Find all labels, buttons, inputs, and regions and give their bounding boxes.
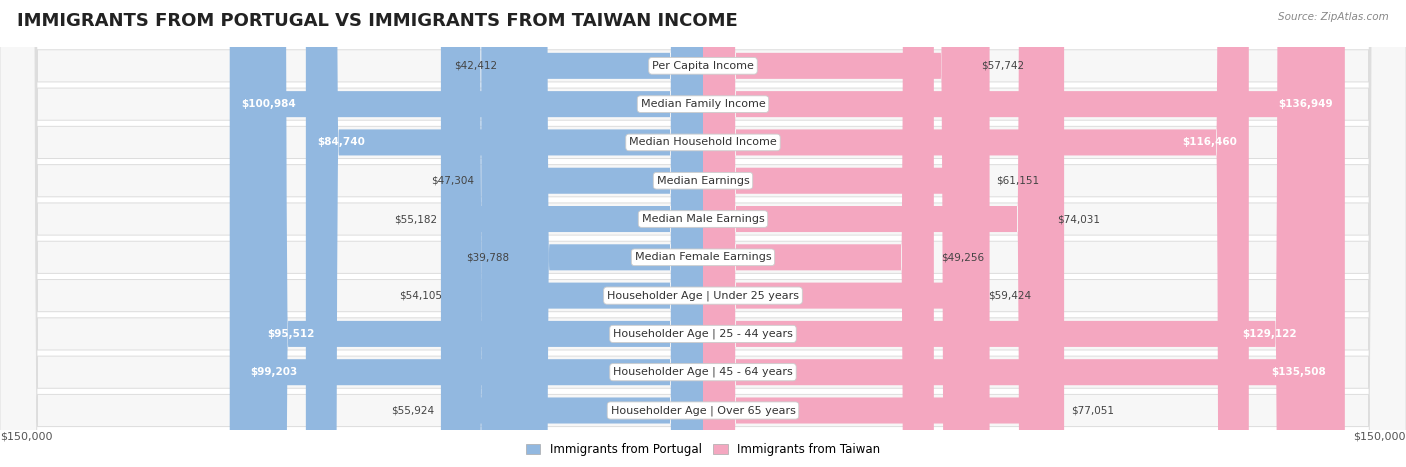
- Legend: Immigrants from Portugal, Immigrants from Taiwan: Immigrants from Portugal, Immigrants fro…: [522, 439, 884, 461]
- Text: $150,000: $150,000: [0, 432, 52, 442]
- Text: $55,182: $55,182: [394, 214, 437, 224]
- FancyBboxPatch shape: [703, 0, 934, 467]
- Text: $99,203: $99,203: [250, 367, 297, 377]
- Text: IMMIGRANTS FROM PORTUGAL VS IMMIGRANTS FROM TAIWAN INCOME: IMMIGRANTS FROM PORTUGAL VS IMMIGRANTS F…: [17, 12, 738, 30]
- FancyBboxPatch shape: [238, 0, 703, 467]
- Text: $42,412: $42,412: [454, 61, 498, 71]
- Text: $135,508: $135,508: [1271, 367, 1326, 377]
- FancyBboxPatch shape: [703, 0, 990, 467]
- Text: Householder Age | 45 - 64 years: Householder Age | 45 - 64 years: [613, 367, 793, 377]
- Text: Source: ZipAtlas.com: Source: ZipAtlas.com: [1278, 12, 1389, 21]
- Text: $74,031: $74,031: [1057, 214, 1099, 224]
- Text: $84,740: $84,740: [318, 137, 366, 148]
- Text: $61,151: $61,151: [997, 176, 1040, 186]
- Text: Householder Age | Under 25 years: Householder Age | Under 25 years: [607, 290, 799, 301]
- Text: Median Household Income: Median Household Income: [628, 137, 778, 148]
- FancyBboxPatch shape: [505, 0, 703, 467]
- FancyBboxPatch shape: [516, 0, 703, 467]
- Text: Median Earnings: Median Earnings: [657, 176, 749, 186]
- Text: $116,460: $116,460: [1182, 137, 1237, 148]
- Text: Median Male Earnings: Median Male Earnings: [641, 214, 765, 224]
- Text: $54,105: $54,105: [399, 290, 443, 301]
- Text: Median Family Income: Median Family Income: [641, 99, 765, 109]
- FancyBboxPatch shape: [703, 0, 973, 467]
- Text: $136,949: $136,949: [1278, 99, 1333, 109]
- FancyBboxPatch shape: [703, 0, 1249, 467]
- FancyBboxPatch shape: [703, 0, 1339, 467]
- FancyBboxPatch shape: [703, 0, 981, 467]
- Text: $129,122: $129,122: [1241, 329, 1296, 339]
- FancyBboxPatch shape: [256, 0, 703, 467]
- FancyBboxPatch shape: [229, 0, 703, 467]
- Text: $49,256: $49,256: [941, 252, 984, 262]
- Text: Per Capita Income: Per Capita Income: [652, 61, 754, 71]
- Text: $150,000: $150,000: [1354, 432, 1406, 442]
- Text: $47,304: $47,304: [432, 176, 474, 186]
- FancyBboxPatch shape: [703, 0, 1344, 467]
- FancyBboxPatch shape: [450, 0, 703, 467]
- FancyBboxPatch shape: [441, 0, 703, 467]
- Text: $77,051: $77,051: [1071, 405, 1114, 416]
- FancyBboxPatch shape: [703, 0, 1064, 467]
- FancyBboxPatch shape: [703, 0, 1050, 467]
- Text: $39,788: $39,788: [467, 252, 509, 262]
- Text: Median Female Earnings: Median Female Earnings: [634, 252, 772, 262]
- Text: Householder Age | Over 65 years: Householder Age | Over 65 years: [610, 405, 796, 416]
- FancyBboxPatch shape: [444, 0, 703, 467]
- FancyBboxPatch shape: [481, 0, 703, 467]
- Text: $55,924: $55,924: [391, 405, 434, 416]
- Text: Householder Age | 25 - 44 years: Householder Age | 25 - 44 years: [613, 329, 793, 339]
- Text: $100,984: $100,984: [242, 99, 297, 109]
- Text: $57,742: $57,742: [980, 61, 1024, 71]
- Text: $59,424: $59,424: [988, 290, 1032, 301]
- FancyBboxPatch shape: [703, 0, 1308, 467]
- FancyBboxPatch shape: [307, 0, 703, 467]
- Text: $95,512: $95,512: [267, 329, 315, 339]
